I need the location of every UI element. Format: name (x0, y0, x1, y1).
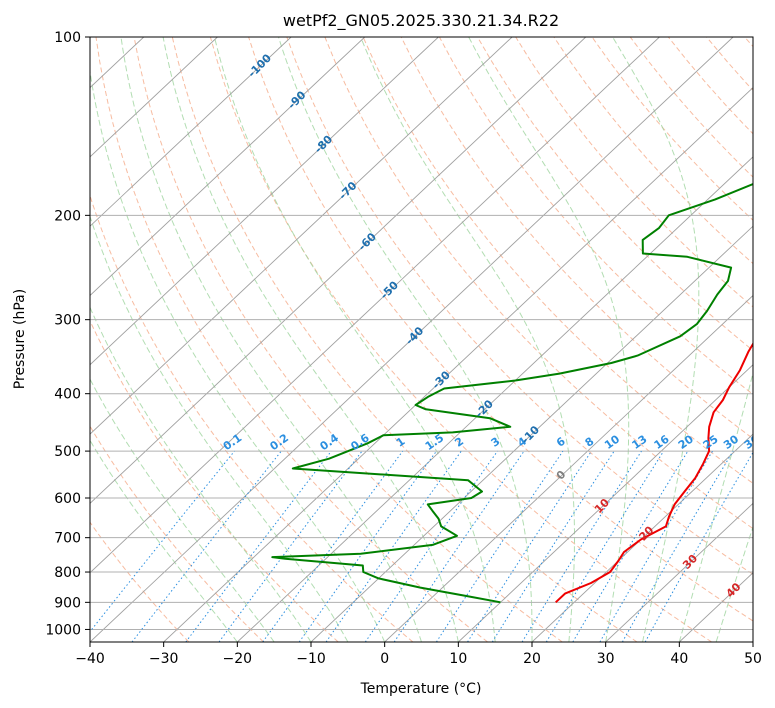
mixing-ratio-line (644, 451, 753, 642)
mixing-ratio-line (218, 450, 363, 642)
dry-adiabat-line (248, 37, 753, 622)
x-tick-label: 20 (523, 651, 541, 667)
moist-adiabat-line (120, 37, 422, 642)
dry-adiabat-line (286, 37, 753, 575)
mixing-ratio-line (364, 450, 498, 642)
moist-adiabat-line (90, 68, 386, 642)
moist-adiabat-line (278, 37, 533, 642)
y-tick-label: 700 (54, 531, 81, 547)
mixing-ratio-line (467, 450, 592, 642)
dry-adiabat-line (90, 425, 264, 642)
y-tick-label: 500 (54, 444, 81, 460)
isotherm-line (384, 294, 753, 642)
y-tick-label: 800 (54, 565, 81, 581)
dry-adiabat-line (133, 37, 563, 642)
x-tick-label: 0 (380, 651, 389, 667)
isotherm-line (90, 37, 366, 297)
dewpoint-profile-line (271, 182, 753, 604)
mixing-ratio-line (90, 450, 235, 633)
x-tick-label: −30 (149, 651, 179, 667)
x-tick-label: 50 (744, 651, 762, 667)
moist-adiabat-line (90, 215, 349, 642)
mixing-ratio-line (325, 450, 462, 642)
y-tick-label: 200 (54, 208, 81, 224)
moist-adiabat-line (468, 37, 630, 642)
x-tick-label: 10 (449, 651, 467, 667)
mixing-ratio-line (435, 450, 564, 642)
x-tick-label: −10 (296, 651, 326, 667)
isotherm-line (310, 225, 753, 642)
isotherm-line (90, 37, 218, 158)
isotherm-line (0, 37, 70, 642)
x-tick-label: −20 (223, 651, 253, 667)
y-tick-label: 300 (54, 313, 81, 329)
mixing-ratio-line (491, 450, 615, 642)
moist-adiabat-line (213, 37, 496, 642)
dry-adiabat-line (90, 521, 190, 642)
isotherm-line (752, 641, 753, 642)
axes: −40 −30 −20 −10 0 10 20 30 40 50 100 200 300 400 500 60… (45, 30, 762, 667)
y-tick-label: 100 (54, 30, 81, 46)
moist-adiabat-line (90, 378, 275, 642)
isotherm-line (237, 156, 753, 642)
isotherm-line (605, 502, 753, 642)
isotherm-line (90, 37, 292, 227)
plot-frame (89, 36, 754, 643)
dry-adiabat-line (362, 37, 753, 484)
isotherm-line (90, 37, 513, 435)
isotherm-line (90, 37, 660, 574)
mixing-ratio-line (262, 450, 404, 642)
isotherm-line (90, 37, 734, 642)
plot-area (0, 37, 753, 642)
x-tick-label: 40 (670, 651, 688, 667)
dry-adiabat-line (515, 37, 753, 308)
isotherm-line (163, 86, 753, 642)
x-tick-label: 30 (597, 651, 615, 667)
x-tick-label: −40 (75, 651, 105, 667)
moist-adiabat-line (90, 306, 312, 642)
y-tick-label: 400 (54, 387, 81, 403)
x-axis-title: Temperature (°C) (360, 681, 482, 697)
dry-adiabat-line (90, 194, 414, 642)
temperature-profile-line (555, 341, 753, 604)
isotherm-line (90, 37, 439, 366)
moist-adiabat-line (612, 37, 700, 642)
mixing-ratio-line (185, 450, 332, 642)
dry-adiabat-line (95, 37, 488, 642)
chart-title: wetPf2_GN05.2025.330.21.34.R22 (283, 11, 559, 31)
dry-adiabat-line (171, 37, 638, 642)
y-tick-label: 1000 (45, 622, 81, 638)
mixing-ratio-line (393, 450, 525, 642)
mixing-ratio-line (298, 450, 437, 642)
mixing-ratio-label: 36 (742, 432, 762, 452)
moist-adiabat-line (90, 439, 238, 642)
y-tick-label: 900 (54, 595, 81, 611)
moist-adiabat-line (162, 37, 459, 642)
y-tick-label: 600 (54, 491, 81, 507)
isotherm-line (458, 364, 753, 642)
plot-area-background (90, 37, 753, 642)
moist-adiabat-line (360, 37, 575, 642)
y-axis-title: Pressure (hPa) (12, 289, 28, 389)
mixing-ratio-line (545, 450, 665, 642)
dry-adiabat-line (438, 37, 753, 395)
isotherm-line (90, 37, 587, 505)
dry-adiabat-line (209, 37, 712, 642)
